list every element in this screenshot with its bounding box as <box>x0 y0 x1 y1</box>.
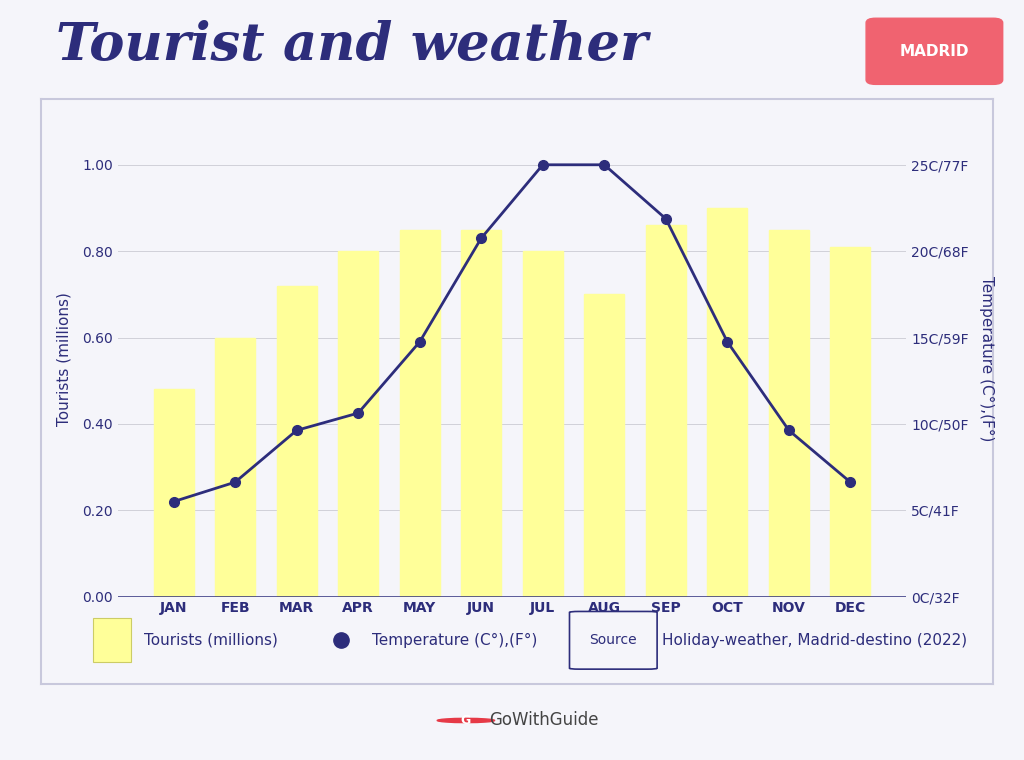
Text: Tourists (millions): Tourists (millions) <box>143 633 278 648</box>
Text: Temperature (C°),(F°): Temperature (C°),(F°) <box>373 633 538 648</box>
Bar <box>708 208 748 597</box>
Text: Source: Source <box>590 633 637 648</box>
Bar <box>830 247 870 597</box>
Text: G: G <box>461 714 471 727</box>
Bar <box>646 225 686 597</box>
Text: GoWithGuide: GoWithGuide <box>489 711 599 730</box>
Text: MADRID: MADRID <box>900 44 969 59</box>
Bar <box>461 230 501 597</box>
Bar <box>215 337 255 597</box>
FancyBboxPatch shape <box>93 619 131 662</box>
Bar <box>585 294 625 597</box>
Bar <box>276 286 316 597</box>
Text: Tourist and weather: Tourist and weather <box>56 20 648 71</box>
Bar <box>399 230 439 597</box>
Bar <box>338 251 378 597</box>
Y-axis label: Temperature (C°),(F°): Temperature (C°),(F°) <box>979 277 993 442</box>
FancyBboxPatch shape <box>866 18 1002 84</box>
Text: Holiday-weather, Madrid-destino (2022): Holiday-weather, Madrid-destino (2022) <box>662 633 967 648</box>
FancyBboxPatch shape <box>569 612 657 669</box>
Circle shape <box>437 718 495 723</box>
Bar <box>154 389 194 597</box>
Y-axis label: Tourists (millions): Tourists (millions) <box>56 292 71 426</box>
Bar <box>769 230 809 597</box>
Bar <box>523 251 563 597</box>
